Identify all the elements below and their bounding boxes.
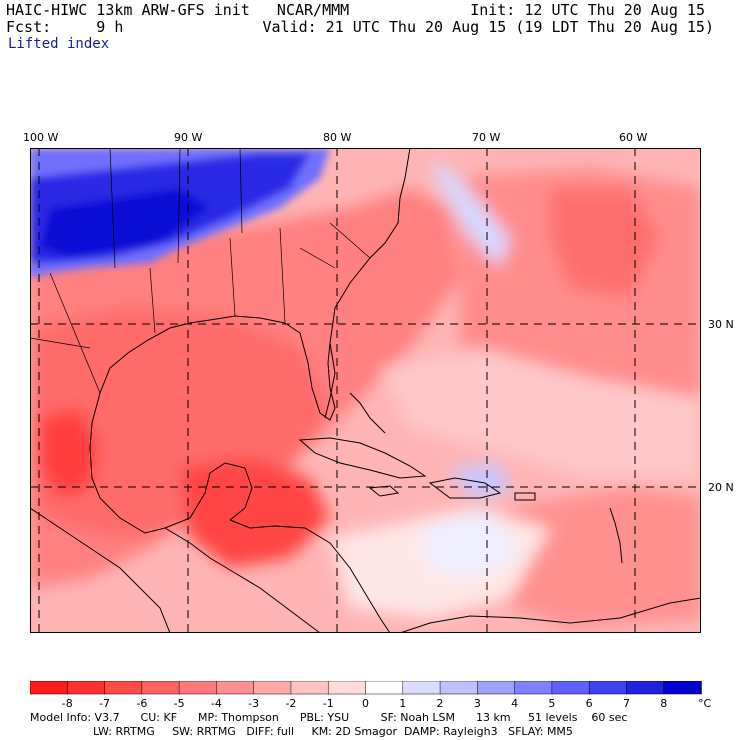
forecast-hour: Fcst: 9 h bbox=[6, 18, 124, 36]
lat-lon-grid bbox=[30, 148, 701, 633]
colorbar-tick-label: -4 bbox=[211, 697, 222, 710]
lon-label-70w: 70 W bbox=[472, 131, 501, 144]
colorbar-swatch bbox=[141, 680, 180, 695]
colorbar-tick-label: 2 bbox=[437, 697, 444, 710]
colorbar-swatch bbox=[216, 680, 255, 695]
field-name: Lifted index bbox=[8, 36, 110, 52]
lon-label-100w: 100 W bbox=[23, 131, 59, 144]
colorbar-tick-label: -5 bbox=[174, 697, 185, 710]
colorbar-swatch bbox=[663, 680, 702, 695]
lon-label-60w: 60 W bbox=[619, 131, 648, 144]
coastlines bbox=[30, 148, 701, 633]
colorbar-tick-label: 7 bbox=[623, 697, 630, 710]
model-info-line1: Model Info: V3.7 CU: KF MP: Thompson PBL… bbox=[30, 711, 628, 724]
colorbar-tick-label: -2 bbox=[285, 697, 296, 710]
colorbar-tick-label: -7 bbox=[99, 697, 110, 710]
colorbar-swatch bbox=[514, 680, 553, 695]
colorbar-tick-label: 6 bbox=[586, 697, 593, 710]
colorbar-swatch bbox=[104, 680, 143, 695]
lon-label-80w: 80 W bbox=[323, 131, 352, 144]
colorbar-swatch bbox=[626, 680, 665, 695]
colorbar-tick-label: 5 bbox=[548, 697, 555, 710]
colorbar-swatch bbox=[67, 680, 106, 695]
field-shading bbox=[30, 158, 701, 628]
colorbar-swatch bbox=[178, 680, 218, 695]
colorbar-tick-label: -3 bbox=[248, 697, 259, 710]
model-info-line2: LW: RRTMG SW: RRTMG DIFF: full KM: 2D Sm… bbox=[30, 725, 573, 738]
colorbar-swatch bbox=[551, 680, 590, 695]
colorbar-tick-label: 3 bbox=[474, 697, 481, 710]
stable-region bbox=[30, 148, 330, 278]
colorbar-swatch bbox=[439, 680, 479, 695]
colorbar-swatch bbox=[402, 680, 441, 695]
colorbar-swatch bbox=[327, 680, 367, 695]
colorbar-swatch bbox=[365, 680, 404, 695]
colorbar: -8 -7 -6 -5 -4 -3 -2 -1 0 1 2 3 4 5 6 7 8 °C bbox=[29, 680, 730, 715]
colorbar-tick-label: 1 bbox=[399, 697, 406, 710]
political-borders bbox=[30, 148, 371, 394]
colorbar-tick-label: 0 bbox=[362, 697, 369, 710]
model-title: HAIC-HIWC 13km ARW-GFS init NCAR/MMM bbox=[6, 1, 350, 19]
colorbar-tick-label: 4 bbox=[511, 697, 518, 710]
colorbar-units: °C bbox=[698, 697, 712, 710]
colorbar-tick-label: -8 bbox=[62, 697, 73, 710]
colorbar-tick-label: -1 bbox=[323, 697, 334, 710]
valid-time: Valid: 21 UTC Thu 20 Aug 15 (19 LDT Thu … bbox=[262, 18, 714, 36]
lat-label-30n: 30 N bbox=[708, 318, 734, 331]
lon-label-90w: 90 W bbox=[174, 131, 203, 144]
colorbar-swatch bbox=[588, 680, 628, 695]
colorbar-swatch bbox=[253, 680, 292, 695]
colorbar-tick-label: 8 bbox=[660, 697, 667, 710]
colorbar-tick-label: -6 bbox=[136, 697, 147, 710]
map-frame bbox=[30, 148, 701, 633]
lat-label-20n: 20 N bbox=[708, 481, 734, 494]
init-time: Init: 12 UTC Thu 20 Aug 15 bbox=[470, 1, 705, 19]
lifted-index-map bbox=[30, 148, 701, 633]
colorbar-swatch bbox=[29, 680, 69, 695]
colorbar-swatch bbox=[290, 680, 329, 695]
colorbar-swatch bbox=[477, 680, 516, 695]
